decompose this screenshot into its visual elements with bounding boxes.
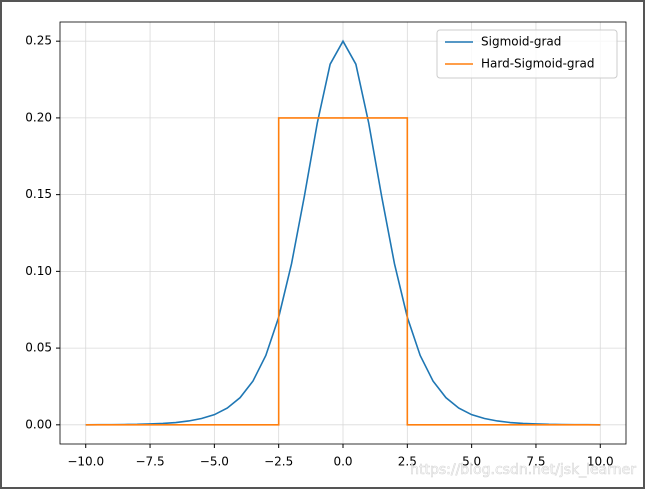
- legend-box: [436, 29, 618, 79]
- y-tick-label: 0.10: [25, 264, 52, 278]
- x-tick-label: −5.0: [200, 455, 229, 469]
- y-tick-label: 0.20: [25, 110, 52, 124]
- x-tick-label: 5.0: [462, 455, 481, 469]
- y-tick-label: 0.25: [25, 34, 52, 48]
- watermark: https://blog.csdn.net/jsk_learner: [410, 462, 636, 478]
- plot-frame: [59, 21, 627, 445]
- series-line: [85, 117, 601, 426]
- y-tick-label: 0.00: [25, 417, 52, 431]
- x-tick-label: −2.5: [264, 455, 293, 469]
- x-tick-label: −10.0: [67, 455, 104, 469]
- x-tick-label: −7.5: [135, 455, 164, 469]
- x-tick-label: 7.5: [526, 455, 545, 469]
- series-line: [85, 39, 601, 426]
- y-tick-label: 0.05: [25, 341, 52, 355]
- x-tick-label: 2.5: [398, 455, 417, 469]
- y-tick-label: 0.15: [25, 187, 52, 201]
- x-tick-label: 0.0: [333, 455, 352, 469]
- x-tick-label: 10.0: [587, 455, 614, 469]
- legend-label: Sigmoid-grad: [481, 35, 561, 49]
- legend-label: Hard-Sigmoid-grad: [481, 57, 594, 71]
